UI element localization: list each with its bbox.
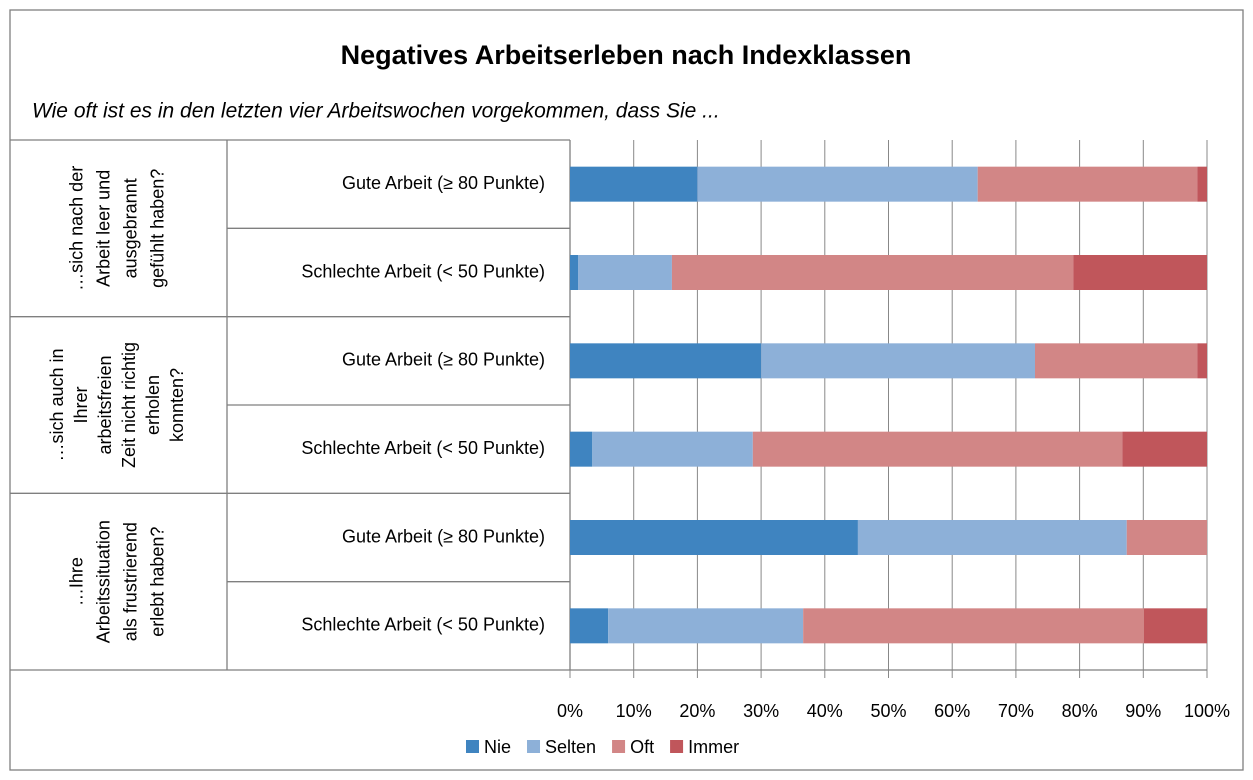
group-label-line: arbeitsfreien [95,355,115,454]
y-tick-label: Schlechte Arbeit (< 50 Punkte) [301,615,545,635]
chart-title: Negatives Arbeitserleben nach Indexklass… [341,40,912,70]
bar-segment [1126,520,1207,555]
group-label-line: Arbeit leer und [93,170,113,287]
bar-segment [570,255,579,290]
x-tick-label: 60% [934,701,970,721]
bar-segment [1197,343,1207,379]
group-label-line: gefühlt haben? [147,169,167,288]
y-tick-label: Schlechte Arbeit (< 50 Punkte) [301,261,545,281]
bar-segment [1073,255,1207,290]
legend-swatch [670,740,684,753]
group-label: …sich nach der Arbeit leer und ausgebrannt… [66,166,167,291]
y-tick-label: Gute Arbeit (≥ 80 Punkte) [342,173,545,193]
bar-segment [1197,166,1207,202]
group-label-line: konnten? [167,368,187,442]
group-label-line: erholen [143,375,163,435]
group-label-line: erlebt haben? [147,527,167,637]
y-tick-label: Gute Arbeit (≥ 80 Punkte) [342,350,545,370]
group-label-line: Zeit nicht richtig [119,342,139,468]
group-label-line: als frustrierend [120,522,140,641]
bar-segment [578,255,672,290]
group-label: …sich auch in Ihrer arbeitsfreien Zeit nich… [47,342,187,468]
bar-segment [1035,343,1198,379]
bar-segment [570,166,698,202]
x-tick-label: 90% [1125,701,1161,721]
bar-segment [671,255,1074,290]
legend-swatch [527,740,541,753]
legend-label: Immer [688,737,739,757]
bar-segment [697,166,978,202]
bar-segment [570,608,609,644]
bar-segment [1143,608,1207,644]
x-tick-label: 0% [557,701,583,721]
x-tick-label: 80% [1062,701,1098,721]
bar-segment [570,431,593,467]
group-label-line: ausgebrannt [120,178,140,278]
bar-segment [570,520,858,555]
bar-segment [761,343,1036,379]
group-label: …Ihre Arbeitssituation als frustrierend erl… [66,520,167,643]
group-label-line: …Ihre [66,557,86,606]
chart-frame [9,9,1244,771]
group-label-line: …sich auch in [47,348,67,461]
y-tick-label: Schlechte Arbeit (< 50 Punkte) [301,438,545,458]
x-tick-label: 100% [1184,701,1230,721]
x-tick-label: 30% [743,701,779,721]
bar-segment [1122,431,1207,467]
legend-swatch [612,740,626,753]
bar-segment [570,343,762,379]
chart-subtitle: Wie oft ist es in den letzten vier Arbei… [32,100,720,123]
legend-swatch [466,740,479,753]
legend-label: Oft [630,737,654,757]
group-label-line: …sich nach der [66,166,86,291]
x-tick-label: 10% [616,701,652,721]
x-tick-label: 20% [679,701,715,721]
legend-label: Selten [545,737,596,757]
bar-segment [592,431,753,467]
bar-segment [977,166,1198,202]
y-tick-label: Gute Arbeit (≥ 80 Punkte) [342,526,545,546]
group-label-line: Arbeitssituation [93,520,113,643]
bar-segment [752,431,1123,467]
bar-segment [608,608,804,644]
bar-segment [857,520,1127,555]
x-tick-label: 50% [870,701,906,721]
legend-label: Nie [484,737,511,757]
group-label-line: Ihrer [71,386,91,423]
x-tick-label: 40% [807,701,843,721]
x-tick-label: 70% [998,701,1034,721]
bar-segment [803,608,1144,644]
